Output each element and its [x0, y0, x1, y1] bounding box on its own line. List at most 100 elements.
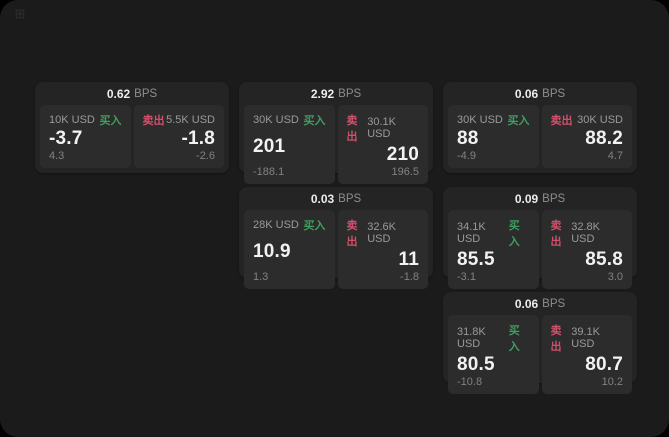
sell-value: -1.8: [181, 128, 215, 149]
sell-amount: 30.1K USD: [367, 116, 396, 140]
bps-unit-label: BPS: [542, 192, 566, 205]
sell-panel-header: 卖出 32.6K USD: [347, 217, 420, 249]
card-body: 10K USD 买入 -3.7 4.3 卖出 5.5K USD -1.8 -2.…: [35, 105, 229, 173]
sell-value: 85.8: [585, 249, 623, 270]
bps-value: 0.03: [310, 191, 335, 206]
sell-panel[interactable]: 卖出 5.5K USD -1.8 -2.6: [133, 105, 224, 168]
quote-card[interactable]: 0.62 BPS 10K USD 买入 -3.7 4.3 卖出 5.5K USD…: [35, 82, 229, 173]
buy-amount: 34.1K USD: [457, 221, 486, 245]
buy-delta: -188.1: [253, 166, 285, 178]
sell-value: 88.2: [585, 128, 623, 149]
quote-card[interactable]: 0.06 BPS 30K USD 买入 88 -4.9 卖出 30K USD 8…: [443, 82, 637, 173]
bps-unit-label: BPS: [338, 192, 362, 205]
buy-value: 80.5: [457, 354, 495, 375]
sell-panel-header: 卖出 32.8K USD: [551, 217, 624, 249]
buy-panel[interactable]: 31.8K USD 买入 80.5 -10.8: [448, 315, 539, 394]
bps-unit-label: BPS: [338, 87, 362, 100]
quote-card[interactable]: 0.06 BPS 31.8K USD 买入 80.5 -10.8 卖出 39.1…: [443, 292, 637, 394]
sell-delta: -2.6: [196, 150, 215, 162]
grid-app-icon: ⊞: [14, 6, 26, 21]
buy-delta: -4.9: [457, 150, 476, 162]
sell-panel[interactable]: 卖出 30.1K USD 210 196.5: [337, 105, 428, 184]
sell-delta: 4.7: [607, 150, 623, 162]
sell-side-label: 卖出: [550, 220, 562, 248]
sell-delta: 3.0: [607, 271, 623, 283]
bps-value: 2.92: [310, 86, 335, 101]
buy-amount: 30K USD: [457, 114, 503, 126]
quote-card[interactable]: 2.92 BPS 30K USD 买入 201 -188.1 卖出 30.1K …: [239, 82, 433, 184]
sell-side-label: 卖出: [550, 115, 573, 127]
sell-panel-header: 卖出 30.1K USD: [347, 112, 420, 144]
sell-side-label: 卖出: [346, 115, 358, 143]
sell-delta: -1.8: [400, 271, 419, 283]
sell-amount: 39.1K USD: [571, 326, 600, 350]
card-header: 0.03 BPS: [239, 187, 433, 210]
bps-value: 0.09: [514, 191, 539, 206]
buy-amount: 28K USD: [253, 219, 299, 231]
card-body: 28K USD 买入 10.9 1.3 卖出 32.6K USD 11 -1.8: [239, 210, 433, 294]
buy-panel-header: 34.1K USD 买入: [457, 217, 530, 249]
buy-value: 85.5: [457, 249, 495, 270]
card-body: 34.1K USD 买入 85.5 -3.1 卖出 32.8K USD 85.8…: [443, 210, 637, 294]
bps-unit-label: BPS: [542, 297, 566, 310]
card-body: 31.8K USD 买入 80.5 -10.8 卖出 39.1K USD 80.…: [443, 315, 637, 399]
buy-panel[interactable]: 10K USD 买入 -3.7 4.3: [40, 105, 131, 168]
sell-amount: 32.8K USD: [571, 221, 600, 245]
buy-panel[interactable]: 28K USD 买入 10.9 1.3: [244, 210, 335, 289]
buy-side-label: 买入: [507, 115, 530, 127]
buy-panel[interactable]: 30K USD 买入 88 -4.9: [448, 105, 539, 168]
buy-panel-header: 10K USD 买入: [49, 112, 122, 128]
buy-side-label: 买入: [303, 220, 326, 232]
buy-amount: 10K USD: [49, 114, 95, 126]
buy-panel-header: 30K USD 买入: [253, 112, 326, 128]
bps-unit-label: BPS: [542, 87, 566, 100]
sell-side-label: 卖出: [346, 220, 358, 248]
sell-amount: 5.5K USD: [166, 114, 215, 126]
buy-panel[interactable]: 30K USD 买入 201 -188.1: [244, 105, 335, 184]
card-body: 30K USD 买入 201 -188.1 卖出 30.1K USD 210 1…: [239, 105, 433, 189]
sell-delta: 10.2: [601, 376, 623, 388]
sell-panel[interactable]: 卖出 30K USD 88.2 4.7: [541, 105, 632, 168]
bps-value: 0.62: [106, 86, 131, 101]
sell-delta: 196.5: [391, 166, 419, 178]
buy-panel-header: 31.8K USD 买入: [457, 322, 530, 354]
buy-side-label: 买入: [99, 115, 122, 127]
buy-panel-header: 28K USD 买入: [253, 217, 326, 233]
quote-card[interactable]: 0.09 BPS 34.1K USD 买入 85.5 -3.1 卖出 32.8K…: [443, 187, 637, 289]
sell-side-label: 卖出: [142, 115, 165, 127]
bps-value: 0.06: [514, 296, 539, 311]
buy-value: 10.9: [253, 241, 291, 262]
buy-value: -3.7: [49, 128, 83, 149]
card-header: 0.62 BPS: [35, 82, 229, 105]
sell-amount: 30K USD: [577, 114, 623, 126]
card-header: 2.92 BPS: [239, 82, 433, 105]
buy-delta: -10.8: [457, 376, 483, 388]
card-header: 0.09 BPS: [443, 187, 637, 210]
sell-panel-header: 卖出 39.1K USD: [551, 322, 624, 354]
sell-side-label: 卖出: [550, 325, 562, 353]
buy-delta: 1.3: [253, 271, 269, 283]
buy-panel-header: 30K USD 买入: [457, 112, 530, 128]
sell-amount: 32.6K USD: [367, 221, 396, 245]
bps-unit-label: BPS: [134, 87, 158, 100]
sell-panel-header: 卖出 30K USD: [551, 112, 624, 128]
buy-amount: 31.8K USD: [457, 326, 486, 350]
sell-value: 210: [386, 144, 419, 165]
sell-panel[interactable]: 卖出 32.6K USD 11 -1.8: [337, 210, 428, 289]
buy-amount: 30K USD: [253, 114, 299, 126]
buy-side-label: 买入: [508, 220, 520, 248]
card-header: 0.06 BPS: [443, 82, 637, 105]
sell-value: 11: [398, 249, 419, 270]
quote-card[interactable]: 0.03 BPS 28K USD 买入 10.9 1.3 卖出 32.6K US…: [239, 187, 433, 289]
buy-side-label: 买入: [508, 325, 520, 353]
sell-panel-header: 卖出 5.5K USD: [143, 112, 216, 128]
sell-panel[interactable]: 卖出 39.1K USD 80.7 10.2: [541, 315, 632, 394]
buy-side-label: 买入: [303, 115, 326, 127]
card-header: 0.06 BPS: [443, 292, 637, 315]
buy-delta: 4.3: [49, 150, 65, 162]
buy-delta: -3.1: [457, 271, 476, 283]
buy-panel[interactable]: 34.1K USD 买入 85.5 -3.1: [448, 210, 539, 289]
card-body: 30K USD 买入 88 -4.9 卖出 30K USD 88.2 4.7: [443, 105, 637, 173]
sell-panel[interactable]: 卖出 32.8K USD 85.8 3.0: [541, 210, 632, 289]
